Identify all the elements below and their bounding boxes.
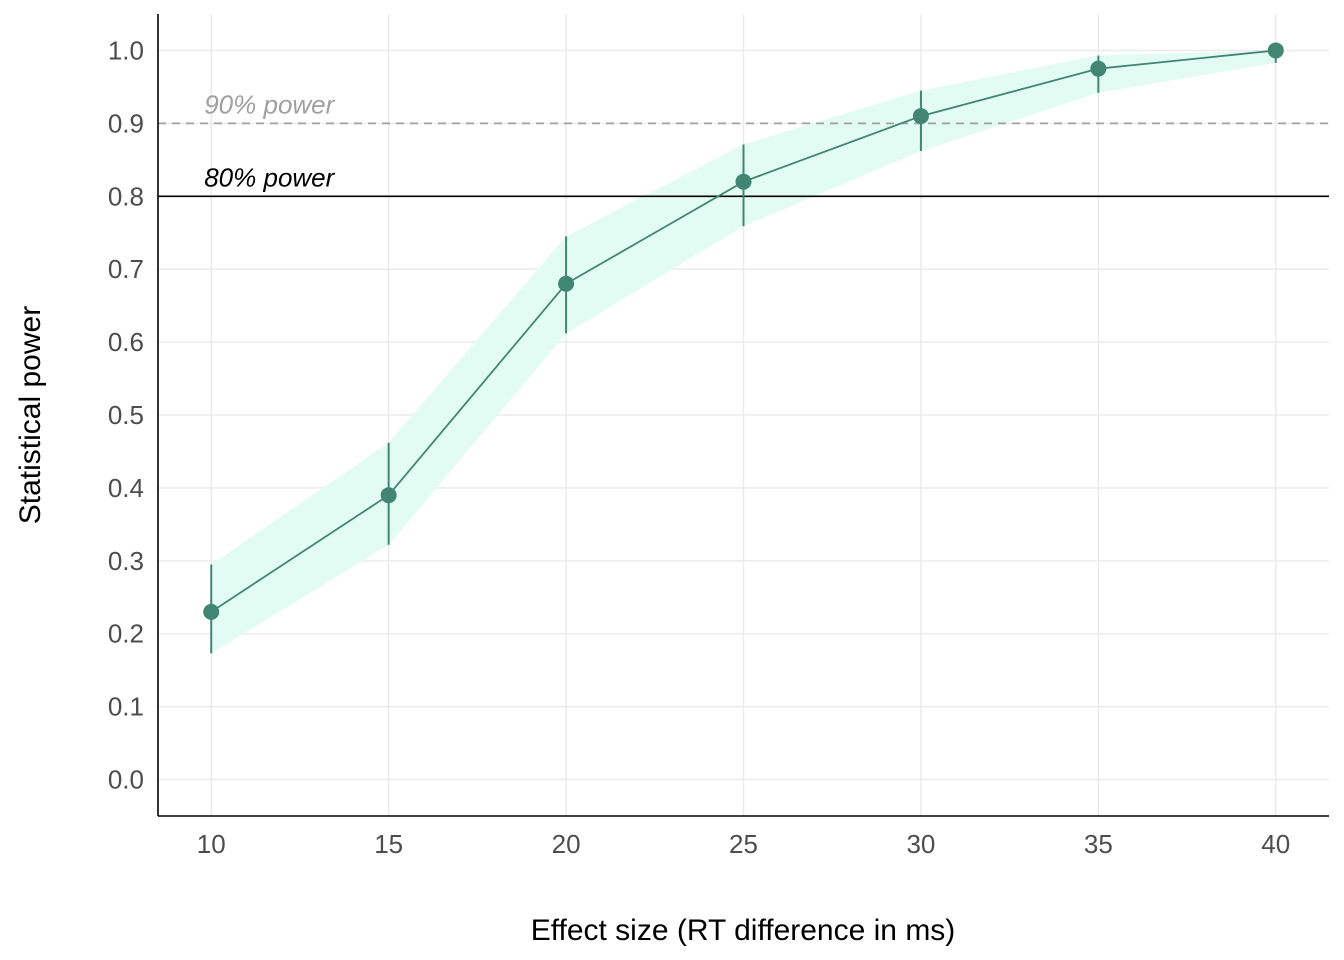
reference-label-90: 90% power <box>204 89 335 119</box>
data-point <box>1090 60 1107 77</box>
tick-labels: 0.0 0.1 0.2 0.3 0.4 0.5 0.6 0.7 0.8 0.9 1.0 10 15 20 2… <box>108 35 1290 859</box>
y-tick-label: 0.0 <box>108 765 144 795</box>
y-tick-label: 0.2 <box>108 619 144 649</box>
reference-label-80: 80% power <box>204 162 335 192</box>
grid-lines <box>158 14 1329 816</box>
y-tick-label: 0.9 <box>108 108 144 138</box>
data-point <box>735 173 752 190</box>
x-tick-label: 35 <box>1084 829 1113 859</box>
y-tick-label: 0.3 <box>108 546 144 576</box>
y-tick-label: 0.6 <box>108 327 144 357</box>
data-point <box>912 108 929 125</box>
y-tick-label: 1.0 <box>108 35 144 65</box>
x-tick-label: 20 <box>552 829 581 859</box>
x-tick-label: 30 <box>906 829 935 859</box>
data-point <box>203 603 220 620</box>
x-tick-label: 40 <box>1261 829 1290 859</box>
y-axis-title: Statistical power <box>14 306 47 524</box>
x-tick-label: 25 <box>729 829 758 859</box>
axes <box>157 14 1329 817</box>
y-tick-label: 0.7 <box>108 254 144 284</box>
x-tick-label: 10 <box>197 829 226 859</box>
data-point <box>558 275 575 292</box>
data-point <box>1267 42 1284 59</box>
y-tick-label: 0.8 <box>108 181 144 211</box>
y-tick-label: 0.5 <box>108 400 144 430</box>
data-point <box>380 487 397 504</box>
data-series <box>203 42 1284 620</box>
x-tick-label: 15 <box>374 829 403 859</box>
x-axis-title: Effect size (RT difference in ms) <box>531 914 956 947</box>
y-tick-label: 0.1 <box>108 692 144 722</box>
y-tick-label: 0.4 <box>108 473 144 503</box>
